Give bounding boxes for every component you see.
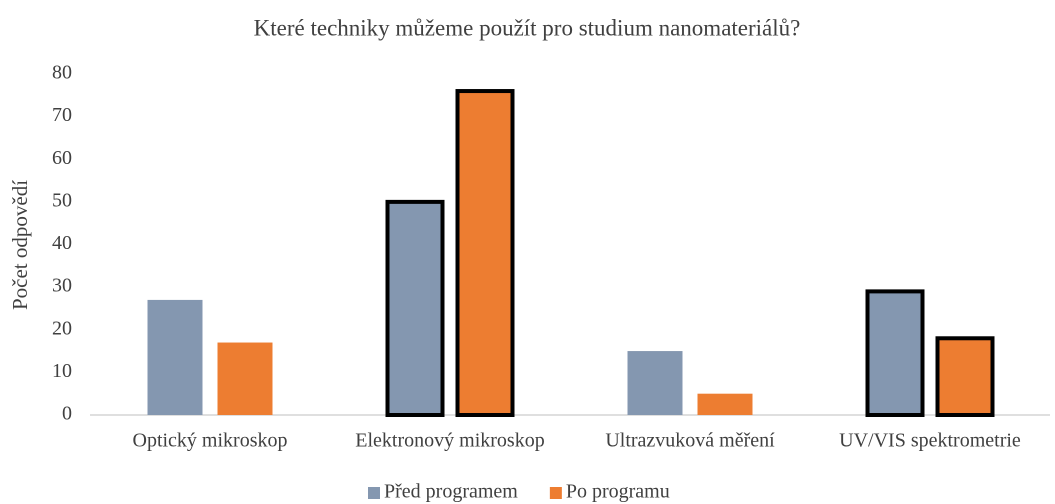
bar — [865, 289, 925, 418]
y-axis-title: Počet odpovědí — [8, 180, 32, 310]
y-tick-label: 50 — [52, 189, 72, 211]
x-tick-label: UV/VIS spektrometrie — [839, 430, 1021, 452]
legend-swatch — [368, 487, 380, 499]
x-tick-label: Ultrazvuková měření — [605, 430, 775, 452]
bar — [385, 199, 445, 417]
bar — [217, 342, 273, 415]
y-tick-label: 20 — [52, 317, 72, 339]
bar — [147, 299, 203, 415]
y-tick-label: 80 — [52, 62, 72, 84]
y-tick-label: 10 — [52, 360, 72, 382]
y-tick-label: 40 — [52, 232, 72, 254]
y-tick-label: 30 — [52, 275, 72, 297]
y-tick-label: 0 — [62, 403, 72, 425]
bar — [455, 89, 515, 418]
bar — [935, 336, 995, 417]
legend-label: Po programu — [566, 481, 670, 503]
x-tick-label: Elektronový mikroskop — [355, 430, 544, 452]
bar — [627, 351, 683, 415]
legend-swatch — [549, 487, 562, 499]
x-tick-label: Optický mikroskop — [133, 430, 288, 452]
y-tick-label: 60 — [52, 147, 72, 169]
chart-title: Které techniky můžeme použít pro studium… — [254, 15, 801, 40]
y-tick-label: 70 — [52, 104, 72, 126]
bar — [697, 393, 753, 415]
legend-label: Před programem — [384, 481, 518, 503]
